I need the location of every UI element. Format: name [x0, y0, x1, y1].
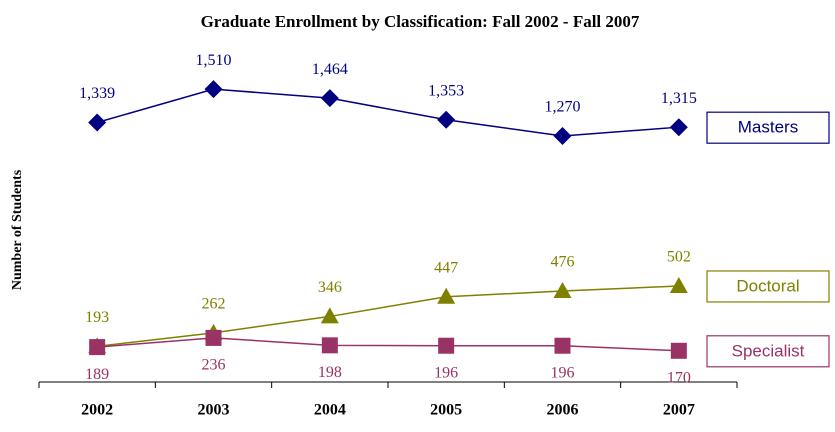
legend-label: Specialist [732, 341, 805, 360]
x-tick-label: 2004 [314, 402, 346, 419]
x-tick-label: 2007 [663, 402, 695, 419]
marker [321, 337, 338, 354]
marker [670, 342, 687, 359]
data-label: 476 [551, 254, 575, 271]
data-label: 198 [318, 364, 342, 381]
x-tick-label: 2005 [430, 402, 462, 419]
marker [320, 307, 339, 324]
data-label: 236 [202, 357, 226, 374]
data-label: 189 [85, 366, 109, 383]
data-label: 1,315 [661, 90, 697, 107]
marker [553, 126, 572, 145]
marker [89, 339, 106, 356]
marker [554, 337, 571, 354]
data-label: 196 [551, 364, 575, 381]
data-label: 193 [85, 309, 109, 326]
marker [88, 113, 107, 132]
data-label: 1,270 [545, 99, 581, 116]
marker [553, 282, 572, 299]
x-tick-label: 2003 [198, 402, 230, 419]
data-label: 447 [434, 259, 458, 276]
series-line [96, 88, 679, 137]
marker [320, 89, 339, 108]
legend-label: Doctoral [736, 276, 799, 295]
data-label: 1,339 [79, 85, 115, 102]
y-axis-label: Number of Students [10, 169, 25, 290]
series-line [97, 285, 679, 348]
data-label: 346 [318, 279, 342, 296]
data-label: 1,353 [428, 82, 464, 99]
series-line [97, 337, 679, 352]
legend-label: Masters [738, 118, 798, 137]
marker [669, 118, 688, 137]
marker [669, 276, 688, 293]
data-label: 262 [202, 296, 226, 313]
legend-box [706, 111, 830, 144]
legend-box [706, 270, 830, 303]
legend-box [706, 335, 830, 368]
data-label: 196 [434, 364, 458, 381]
data-label: 170 [667, 369, 691, 386]
chart-title: Graduate Enrollment by Classification: F… [201, 12, 640, 31]
marker [437, 110, 456, 129]
marker [438, 337, 455, 354]
marker [204, 80, 223, 99]
x-tick-label: 2002 [81, 402, 113, 419]
data-label: 1,464 [312, 61, 348, 78]
marker [437, 287, 456, 304]
data-label: 502 [667, 249, 691, 266]
marker [205, 329, 222, 346]
data-label: 1,510 [196, 52, 232, 69]
x-tick-label: 2006 [547, 402, 579, 419]
